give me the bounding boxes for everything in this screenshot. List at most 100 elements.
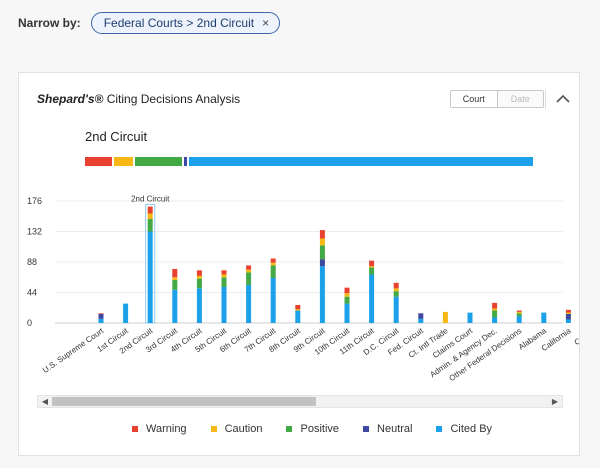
- bar-segment[interactable]: [295, 304, 301, 310]
- bar-segment[interactable]: [492, 317, 498, 323]
- x-tick-label: U.S. Supreme Court: [41, 326, 106, 375]
- bar-segment[interactable]: [172, 289, 178, 323]
- bar-segment[interactable]: [147, 213, 153, 220]
- bar-segment[interactable]: [344, 303, 350, 323]
- legend-item[interactable]: Positive: [286, 423, 339, 435]
- summary-segment-positive[interactable]: [134, 157, 182, 166]
- bar-segment[interactable]: [246, 284, 252, 323]
- bar-segment[interactable]: [393, 282, 399, 289]
- card-title: Shepard's® Citing Decisions Analysis: [37, 92, 240, 106]
- bar-segment[interactable]: [246, 265, 252, 270]
- legend-label: Positive: [300, 423, 340, 435]
- bar-segment[interactable]: [565, 309, 571, 313]
- bar-segment[interactable]: [369, 260, 375, 267]
- bar-segment[interactable]: [393, 296, 399, 323]
- bar-segment[interactable]: [492, 308, 498, 311]
- close-icon[interactable]: ×: [262, 16, 270, 30]
- scroll-left-icon[interactable]: ◀: [41, 397, 49, 406]
- bar-segment[interactable]: [319, 238, 325, 246]
- bar-segment[interactable]: [295, 310, 301, 323]
- legend-label: Neutral: [377, 423, 413, 435]
- bar-segment[interactable]: [565, 313, 571, 320]
- bar-segment[interactable]: [319, 259, 325, 267]
- bar-segment[interactable]: [319, 266, 325, 323]
- bar-segment[interactable]: [442, 311, 448, 323]
- bar-segment[interactable]: [98, 313, 104, 314]
- bar-segment[interactable]: [369, 274, 375, 323]
- selected-court-title: 2nd Circuit: [85, 129, 148, 144]
- bar-segment[interactable]: [196, 278, 202, 289]
- legend-item[interactable]: Caution: [210, 423, 262, 435]
- scrollbar-thumb[interactable]: [52, 397, 316, 406]
- bar-segment[interactable]: [369, 266, 375, 268]
- bar-segment[interactable]: [565, 319, 571, 323]
- bar-segment[interactable]: [172, 277, 178, 281]
- y-tick-label: 176: [27, 196, 42, 206]
- chevron-up-icon[interactable]: [555, 91, 571, 107]
- chart-scrollbar[interactable]: ◀ ▶: [37, 395, 563, 408]
- bar-segment[interactable]: [196, 270, 202, 276]
- bar-segment[interactable]: [172, 268, 178, 278]
- bar-segment[interactable]: [344, 293, 350, 297]
- bar-segment[interactable]: [344, 287, 350, 294]
- bar-segment[interactable]: [492, 302, 498, 309]
- bar-segment[interactable]: [221, 286, 227, 323]
- bar-segment[interactable]: [319, 245, 325, 260]
- bar-segment[interactable]: [221, 277, 227, 287]
- bar-segment[interactable]: [221, 270, 227, 275]
- bar-segment[interactable]: [270, 258, 276, 263]
- citing-decisions-card: Shepard's® Citing Decisions Analysis Cou…: [18, 72, 580, 456]
- bar-segment[interactable]: [295, 309, 301, 311]
- bar-segment[interactable]: [147, 231, 153, 324]
- bar-segment[interactable]: [393, 288, 399, 292]
- summary-segment-caution[interactable]: [114, 157, 133, 166]
- bar-segment[interactable]: [565, 312, 571, 314]
- summary-segment-cited-by[interactable]: [188, 157, 533, 166]
- bar-segment[interactable]: [319, 230, 325, 239]
- bar-segment[interactable]: [516, 316, 522, 323]
- card-title-brand: Shepard's®: [37, 92, 104, 106]
- bar-segment[interactable]: [221, 274, 227, 278]
- toggle-date-button[interactable]: Date: [497, 91, 543, 107]
- y-tick-label: 44: [27, 288, 37, 298]
- bar-segment[interactable]: [270, 262, 276, 266]
- y-tick-label: 0: [27, 318, 32, 328]
- scroll-right-icon[interactable]: ▶: [551, 397, 559, 406]
- summary-bar: [85, 157, 535, 166]
- summary-segment-warning[interactable]: [85, 157, 113, 166]
- bar-segment[interactable]: [196, 275, 202, 279]
- bar-segment[interactable]: [516, 310, 522, 312]
- bar-segment[interactable]: [246, 269, 252, 273]
- bar-segment[interactable]: [516, 311, 522, 314]
- bar-segment[interactable]: [196, 288, 202, 323]
- bar-segment[interactable]: [418, 313, 424, 319]
- filter-chip[interactable]: Federal Courts > 2nd Circuit ×: [90, 12, 281, 34]
- bar-segment[interactable]: [98, 318, 104, 323]
- summary-segment-neutral[interactable]: [184, 157, 187, 166]
- bar-segment[interactable]: [270, 277, 276, 323]
- bar-segment[interactable]: [369, 267, 375, 275]
- legend-label: Cited By: [450, 423, 493, 435]
- legend-item[interactable]: Neutral: [363, 423, 412, 435]
- bar-segment[interactable]: [467, 312, 473, 323]
- bar-segment[interactable]: [541, 312, 547, 323]
- bar-segment[interactable]: [246, 272, 252, 285]
- bar-segment[interactable]: [418, 318, 424, 323]
- bar-segment[interactable]: [270, 265, 276, 278]
- bar-segment[interactable]: [492, 310, 498, 318]
- legend-label: Warning: [146, 423, 187, 435]
- bar-segment[interactable]: [98, 313, 104, 319]
- highlight-label: 2nd Circuit: [131, 195, 170, 204]
- legend-item[interactable]: Warning: [132, 423, 187, 435]
- narrow-by-label: Narrow by:: [18, 16, 81, 30]
- legend-item[interactable]: Cited By: [436, 423, 492, 435]
- bar-segment[interactable]: [147, 206, 153, 214]
- bar-segment[interactable]: [516, 313, 522, 317]
- bar-segment[interactable]: [147, 219, 153, 232]
- bar-segment[interactable]: [172, 280, 178, 290]
- toggle-court-button[interactable]: Court: [451, 91, 498, 107]
- bar-segment[interactable]: [123, 303, 129, 323]
- bar-segment[interactable]: [393, 291, 399, 297]
- bar-segment[interactable]: [344, 296, 350, 304]
